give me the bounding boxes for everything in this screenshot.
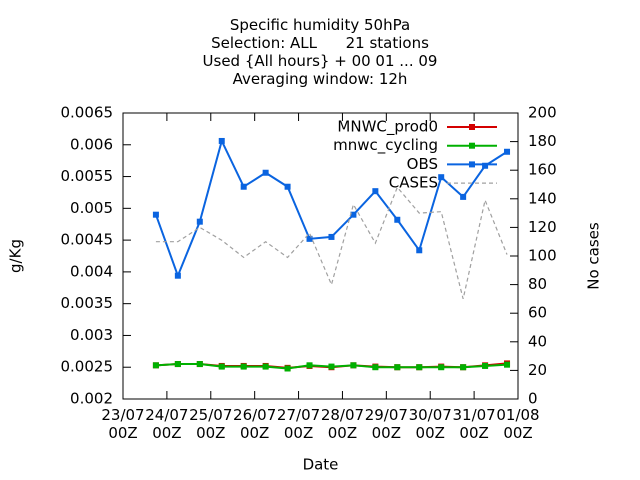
point [328, 363, 335, 370]
y2-tick-label: 40 [528, 332, 547, 350]
point [262, 169, 269, 176]
plot-border [122, 112, 519, 400]
series-line [155, 186, 508, 300]
point [306, 235, 313, 242]
point [416, 247, 423, 254]
x-tick-label: 30/07 00Z [408, 406, 452, 442]
y2-tick-label: 140 [528, 189, 557, 207]
legend-marker [469, 142, 475, 149]
point [196, 361, 203, 368]
y2-tick-label: 20 [528, 361, 547, 379]
y-tick-label: 0.0065 [61, 104, 114, 122]
point [394, 216, 401, 223]
y-tick-label: 0.004 [70, 262, 113, 280]
point [372, 364, 379, 371]
point [482, 162, 489, 169]
point [438, 364, 445, 371]
legend-label: MNWC_prod0 [337, 118, 438, 137]
point [306, 362, 313, 369]
point [262, 363, 269, 370]
point [196, 218, 203, 225]
x-tick-label: 27/07 00Z [276, 406, 321, 442]
y-tick-label: 0.0045 [61, 231, 114, 249]
x-tick-label: 31/07 00Z [452, 406, 496, 442]
y-axis-label: g/Kg [7, 239, 25, 273]
y-tick-label: 0.003 [70, 326, 113, 344]
point [152, 211, 159, 218]
y-tick-label: 0.0035 [61, 294, 114, 312]
legend-label: OBS [407, 155, 438, 173]
y2-tick-label: 120 [528, 218, 557, 236]
y2-tick-label: 80 [528, 275, 547, 293]
x-tick-label: 28/07 00Z [320, 406, 365, 442]
x-axis-label: Date [303, 456, 339, 474]
point [438, 174, 445, 181]
point [218, 363, 225, 370]
y-tick-label: 0.0025 [61, 358, 114, 376]
y2-tick-label: 180 [528, 132, 557, 150]
point [284, 183, 291, 190]
y-tick-label: 0.002 [70, 390, 113, 408]
x-tick-label: 24/07 00Z [145, 406, 189, 442]
point [284, 365, 291, 372]
legend-marker [469, 161, 475, 168]
x-tick-label: 25/07 00Z [189, 406, 233, 442]
point [350, 362, 357, 369]
x-tick-label: 26/07 00Z [233, 406, 277, 442]
point [504, 361, 511, 368]
point [416, 364, 423, 371]
legend-marker [469, 124, 475, 130]
y2-axis-label: No cases [585, 222, 603, 290]
y-tick-label: 0.0055 [61, 167, 114, 185]
y2-tick-label: 160 [528, 161, 557, 179]
point [460, 364, 467, 371]
y2-tick-label: 200 [528, 104, 557, 122]
y2-tick-label: 100 [528, 247, 557, 265]
legend-label: mnwc_cycling [333, 136, 438, 155]
point [372, 188, 379, 195]
point [394, 364, 401, 371]
series-line [154, 138, 508, 279]
point [152, 362, 159, 369]
point [460, 193, 467, 200]
legend-label: CASES [389, 174, 438, 192]
point [328, 233, 335, 240]
chart-title: Specific humidity 50hPa Selection: ALL 2… [202, 16, 438, 88]
x-tick-label: 01/08 00Z [496, 406, 540, 442]
point [504, 148, 511, 155]
point [218, 137, 225, 144]
point [240, 183, 247, 190]
y2-tick-label: 60 [528, 304, 547, 322]
y-tick-label: 0.005 [70, 199, 113, 217]
point [240, 363, 247, 370]
x-tick-label: 23/07 00Z [101, 406, 145, 442]
point [174, 361, 181, 368]
point [482, 362, 489, 369]
y-tick-label: 0.006 [70, 135, 113, 153]
y2-tick-label: 0 [528, 390, 538, 408]
point [350, 211, 357, 218]
x-tick-label: 29/07 00Z [364, 406, 408, 442]
point [174, 272, 181, 279]
